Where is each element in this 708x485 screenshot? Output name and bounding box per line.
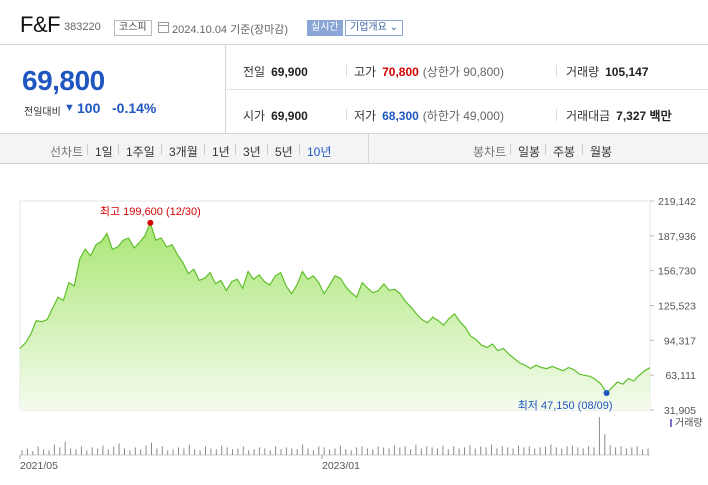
period-1d[interactable]: 1일 — [95, 145, 113, 159]
y-axis-ticks: 219,142 187,936 156,730 125,523 94,317 63,111… — [658, 196, 696, 417]
divider — [545, 144, 546, 155]
divider — [510, 144, 511, 155]
volume-legend: 거래량 — [675, 417, 703, 429]
x-tick-label: 2023/01 — [322, 460, 360, 472]
candle-chart-label: 봉차트 — [473, 145, 507, 159]
y-tick-label: 63,111 — [665, 370, 696, 382]
y-tick-label: 31,905 — [664, 405, 696, 417]
candle-monthly[interactable]: 월봉 — [590, 145, 613, 159]
price-area — [20, 222, 650, 410]
divider — [368, 134, 369, 164]
y-tick-label: 156,730 — [658, 266, 696, 278]
open-value: 69,900 — [271, 109, 308, 123]
period-1w[interactable]: 1주일 — [126, 145, 155, 159]
change-label: 전일대비 — [24, 107, 61, 118]
max-label: 최고 199,600 (12/30) — [100, 205, 201, 218]
max-marker — [147, 219, 154, 226]
grid-lines — [650, 200, 654, 411]
market-badge: 코스피 — [114, 20, 152, 36]
volume-legend-icon — [670, 419, 672, 427]
low-label: 저가 — [354, 109, 377, 123]
stock-name: F&F — [20, 12, 61, 37]
period-1y[interactable]: 1년 — [212, 145, 230, 159]
divider — [118, 144, 119, 155]
x-axis-ticks: 2021/05 2023/01 — [19, 455, 360, 472]
stock-header: F&F 383220 코스피 2024.10.04 기준(장마감) 실시간 기업… — [0, 0, 708, 44]
base-date: 2024.10.04 기준(장마감) — [172, 24, 289, 36]
change-rate: -0.14% — [112, 100, 157, 116]
volume-label: 거래량 — [566, 65, 600, 79]
period-3y[interactable]: 3년 — [243, 145, 261, 159]
prev-close-value: 69,900 — [271, 65, 308, 79]
candle-weekly[interactable]: 주봉 — [553, 145, 576, 159]
y-tick-label: 125,523 — [658, 301, 696, 313]
current-price-panel: 69,800 전일대비 ▼ 100 -0.14% — [0, 45, 226, 134]
divider — [204, 144, 205, 155]
prev-close: 전일 69,900 — [243, 63, 308, 80]
divider — [346, 65, 347, 77]
y-tick-label: 94,317 — [664, 335, 696, 347]
high-value: 70,800 — [382, 65, 419, 79]
period-5y[interactable]: 5년 — [275, 145, 293, 159]
divider — [235, 144, 236, 155]
realtime-button[interactable]: 실시간 — [307, 20, 343, 36]
volume: 거래량 105,147 — [566, 63, 649, 80]
min-marker — [603, 389, 610, 396]
company-overview-dropdown[interactable]: 기업개요 ⌄ — [345, 20, 403, 36]
period-bar: 선차트 1일 1주일 3개월 1년 3년 5년 10년 봉차트 일봉 주봉 월봉 — [0, 134, 708, 164]
chart-svg: 219,142 187,936 156,730 125,523 94,317 63,111… — [19, 196, 703, 472]
x-tick-label: 2021/05 — [20, 460, 58, 472]
line-chart-label: 선차트 — [50, 145, 84, 159]
divider — [556, 109, 557, 121]
high-price: 고가 70,800 (상한가 90,800) — [354, 63, 504, 80]
trade-amount: 거래대금 7,327 백만 — [566, 107, 672, 124]
volume-bars — [21, 417, 649, 455]
divider — [87, 144, 88, 155]
divider — [267, 144, 268, 155]
upper-limit: (상한가 90,800) — [422, 65, 504, 79]
candle-daily[interactable]: 일봉 — [518, 145, 541, 159]
row-divider — [227, 89, 708, 90]
min-label: 최저 47,150 (08/09) — [518, 399, 613, 412]
prev-close-label: 전일 — [243, 65, 266, 79]
period-3m[interactable]: 3개월 — [169, 145, 198, 159]
period-10y[interactable]: 10년 — [307, 145, 332, 159]
divider — [582, 144, 583, 155]
high-label: 고가 — [354, 65, 377, 79]
current-price: 69,800 — [22, 65, 105, 96]
change-value: 100 — [77, 100, 101, 116]
price-chart[interactable]: 219,142 187,936 156,730 125,523 94,317 63,111… — [0, 164, 708, 485]
open-label: 시가 — [243, 109, 266, 123]
calendar-icon — [158, 22, 169, 33]
divider — [299, 144, 300, 155]
price-summary: 69,800 전일대비 ▼ 100 -0.14% 전일 69,900 고가 70,8… — [0, 44, 708, 134]
amount-label: 거래대금 — [566, 109, 611, 123]
low-value: 68,300 — [382, 109, 419, 123]
down-arrow-icon: ▼ — [64, 102, 75, 114]
volume-value: 105,147 — [605, 65, 649, 79]
amount-value: 7,327 백만 — [616, 109, 672, 123]
low-price: 저가 68,300 (하한가 49,000) — [354, 107, 504, 124]
open-price: 시가 69,900 — [243, 107, 308, 124]
lower-limit: (하한가 49,000) — [422, 109, 504, 123]
y-tick-label: 219,142 — [658, 196, 696, 208]
price-line — [19, 221, 651, 394]
divider — [556, 65, 557, 77]
divider — [161, 144, 162, 155]
stock-code: 383220 — [64, 21, 101, 33]
y-tick-label: 187,936 — [658, 231, 696, 243]
divider — [346, 109, 347, 121]
